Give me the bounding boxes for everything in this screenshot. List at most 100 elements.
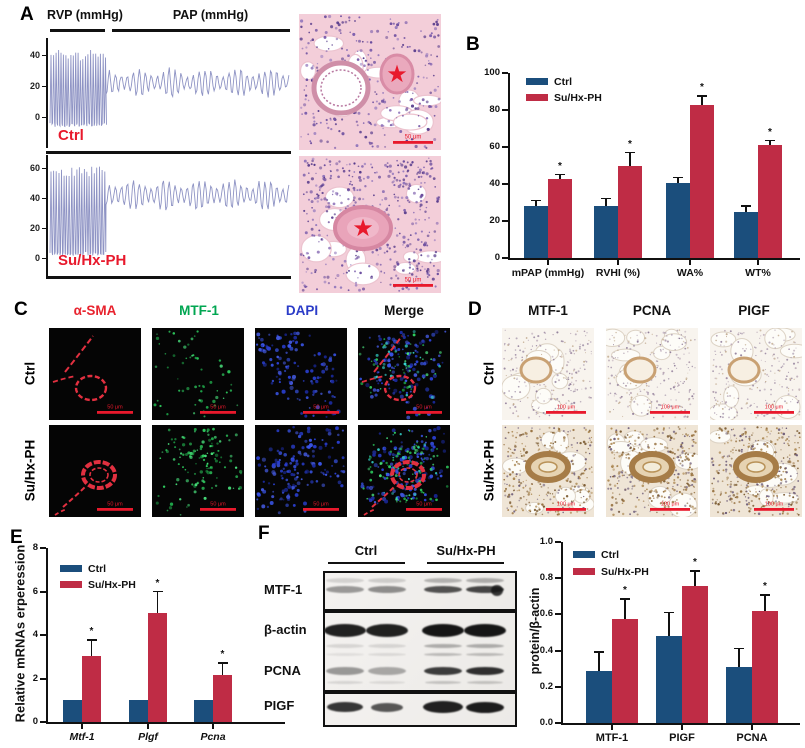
x-tick xyxy=(757,260,759,265)
blot-band xyxy=(368,644,406,648)
panel-b-label: B xyxy=(466,34,480,55)
y-axis xyxy=(46,548,48,724)
if-green-suhx-image: 50 μm xyxy=(152,425,244,517)
blot-band xyxy=(326,577,364,583)
blot-band xyxy=(368,577,406,583)
ihc-pigf-ctrl-image: 100 μm xyxy=(710,328,802,420)
category-label: mPAP (mmHg) xyxy=(511,267,585,279)
if-green-ctrl-image-svg: 50 μm xyxy=(152,328,244,420)
legend-label: Ctrl xyxy=(554,75,573,88)
error-bar-cap xyxy=(734,647,744,650)
if-blue-suhx-image-svg: 50 μm xyxy=(255,425,347,517)
trace-ytick-label: 0 xyxy=(34,112,40,122)
x-tick xyxy=(547,260,549,265)
error-bar xyxy=(745,206,747,212)
c-row-ctrl-label: Ctrl xyxy=(22,361,38,386)
blot-band xyxy=(491,584,503,596)
y-tick xyxy=(555,613,561,616)
error-bar xyxy=(738,648,740,667)
ihc-pcna-suhx-image-svg: 100 μm xyxy=(606,425,698,517)
c-row-suhx-label: Su/Hx-PH xyxy=(22,439,38,502)
blot-band xyxy=(466,667,504,675)
blot-ctrl-header: Ctrl xyxy=(354,543,378,558)
y-tick-label: 1.0 xyxy=(539,536,553,547)
blot-band xyxy=(466,585,504,593)
category-label: PCNA xyxy=(736,732,768,744)
error-bar xyxy=(624,599,626,619)
svg-text:★: ★ xyxy=(352,214,374,242)
blot-band xyxy=(326,644,364,648)
y-tick xyxy=(502,257,508,259)
y-tick-label: 40 xyxy=(489,178,500,189)
blot-band xyxy=(424,652,462,656)
pressure-waveform xyxy=(49,166,290,256)
significance-marker: * xyxy=(558,160,562,172)
error-bar xyxy=(90,640,93,656)
x-axis xyxy=(561,723,800,725)
trace-ytick xyxy=(42,116,46,118)
y-tick-label: 6 xyxy=(32,585,38,597)
bar-ctrl xyxy=(734,211,758,258)
y-tick-label: 4 xyxy=(32,629,38,640)
panel-c-label: C xyxy=(14,299,28,320)
x-tick xyxy=(689,260,691,265)
blot-band xyxy=(424,585,462,593)
y-tick xyxy=(502,220,508,222)
d-row-ctrl-label: Ctrl xyxy=(481,361,497,386)
ihc-pigf-suhx-image-svg: 100 μm xyxy=(710,425,802,517)
error-bar-cap xyxy=(664,611,674,614)
trace-ytick-label: 40 xyxy=(29,193,40,203)
error-bar xyxy=(535,200,537,207)
if-blue-ctrl-image-svg: 50 μm xyxy=(255,328,347,420)
category-label: Mtf-1 xyxy=(69,731,95,743)
significance-marker: * xyxy=(89,626,94,638)
if-merge-ctrl-image: 50 μm xyxy=(358,328,450,420)
y-tick-label: 80 xyxy=(489,104,500,115)
bar-su-hx-ph xyxy=(82,655,101,722)
trace-ytick-label: 20 xyxy=(29,81,40,91)
y-tick-label: 0 xyxy=(494,252,500,263)
bar-ctrl xyxy=(524,206,548,258)
category-label: MTF-1 xyxy=(595,732,629,744)
he-histology-ctrl-image: ★ 50 μm xyxy=(299,14,441,150)
error-bar-cap xyxy=(217,662,228,664)
significance-marker: * xyxy=(220,649,225,661)
bar-su-hx-ph xyxy=(612,618,638,723)
y-tick xyxy=(40,677,46,680)
error-bar xyxy=(764,595,766,611)
y-tick-label: 0.4 xyxy=(539,644,553,656)
c-col-dapi-header: DAPI xyxy=(285,303,319,318)
blot-band xyxy=(422,623,464,637)
blot-band xyxy=(466,644,504,648)
bar-su-hx-ph xyxy=(758,145,782,258)
svg-text:50 μm: 50 μm xyxy=(107,502,123,508)
blot-band xyxy=(371,702,403,712)
pap-header: PAP (mmHg) xyxy=(172,8,249,22)
if-red-ctrl-image: 50 μm xyxy=(49,328,141,420)
svg-text:★: ★ xyxy=(386,60,408,88)
y-tick-label: 20 xyxy=(489,215,500,226)
y-tick-label: 0.0 xyxy=(539,717,553,728)
svg-text:50 μm: 50 μm xyxy=(416,405,432,411)
svg-text:50 μm: 50 μm xyxy=(313,405,329,411)
panel-f-label: F xyxy=(258,523,270,544)
if-red-suhx-image-svg: 50 μm xyxy=(49,425,141,517)
trace-bottom-line xyxy=(46,276,291,279)
rvp-header: RVP (mmHg) xyxy=(47,8,123,22)
error-bar xyxy=(629,152,631,167)
c-col-mtf1-header: MTF-1 xyxy=(179,303,219,318)
x-tick xyxy=(617,260,619,265)
significance-marker: * xyxy=(623,585,627,596)
x-tick xyxy=(212,724,214,729)
x-axis xyxy=(508,258,800,260)
blot-band xyxy=(466,652,504,656)
svg-text:50 μm: 50 μm xyxy=(210,405,226,411)
ihc-pcna-suhx-image: 100 μm xyxy=(606,425,698,517)
trace-ytick-label: 40 xyxy=(29,50,40,60)
legend-swatch xyxy=(526,94,548,101)
significance-marker: * xyxy=(768,126,772,138)
svg-text:100 μm: 100 μm xyxy=(557,502,576,508)
y-tick xyxy=(555,722,561,724)
if-green-ctrl-image: 50 μm xyxy=(152,328,244,420)
blot-band xyxy=(326,585,364,593)
